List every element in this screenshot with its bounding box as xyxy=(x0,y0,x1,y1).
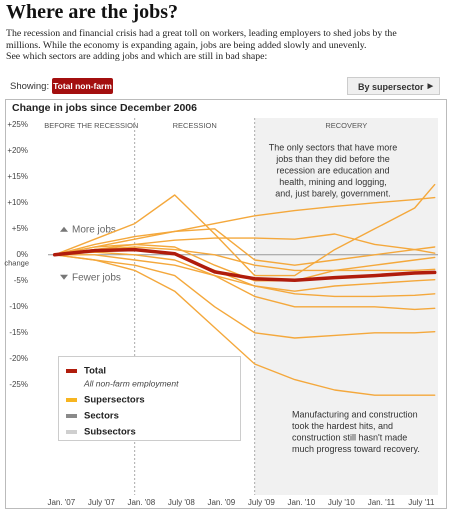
x-tick-label: July '07 xyxy=(88,498,115,507)
x-tick-label: Jan. '10 xyxy=(287,498,315,507)
y-tick-label: +15% xyxy=(7,172,28,181)
annotation: recession are education and xyxy=(276,165,389,175)
annotation: Manufacturing and construction xyxy=(292,409,418,419)
series-line xyxy=(54,196,436,256)
legend-box xyxy=(58,356,241,441)
series-line xyxy=(54,228,436,266)
series-line xyxy=(54,233,436,256)
selected-button[interactable]: Total non-farm xyxy=(52,78,113,94)
arrow-icon: ▶ xyxy=(427,83,433,90)
series-line xyxy=(54,254,436,396)
view-label: By supersector xyxy=(358,82,424,92)
annotation: took the hardest hits, and xyxy=(292,421,393,431)
x-tick-label: Jan. '08 xyxy=(127,498,155,507)
intro-line: See which sectors are adding jobs and wh… xyxy=(6,51,268,62)
annotation: much progress toward recovery. xyxy=(292,444,420,454)
down-arrow-icon xyxy=(60,274,68,280)
y-tick-label: +20% xyxy=(7,146,28,155)
y-tick-label: -20% xyxy=(9,354,28,363)
annotation: Fewer jobs xyxy=(72,272,121,283)
page-title: Where are the jobs? xyxy=(6,1,179,23)
y-tick-label: +10% xyxy=(7,198,28,207)
annotation: and, just barely, government. xyxy=(275,188,390,198)
y-tick-label: -15% xyxy=(9,328,28,337)
series-line xyxy=(54,183,436,277)
chart-title: Change in jobs since December 2006 xyxy=(12,102,197,114)
x-tick-label: Jan. '11 xyxy=(368,498,396,507)
y-tick-label: -25% xyxy=(9,380,28,389)
x-tick-label: July '10 xyxy=(328,498,355,507)
showing-label: Showing: xyxy=(10,81,50,92)
region-label: RECOVERY xyxy=(325,121,367,130)
x-tick-label: Jan. '09 xyxy=(207,498,235,507)
intro-line: The recession and financial crisis had a… xyxy=(6,28,397,39)
annotation: More jobs xyxy=(72,224,116,235)
annotation: health, mining and logging, xyxy=(279,177,387,187)
x-tick-label: July '09 xyxy=(248,498,275,507)
annotation: construction still hasn't made xyxy=(292,432,407,442)
legend-label: Sectors xyxy=(84,411,119,422)
legend-note: All non-farm employment xyxy=(83,378,179,388)
region-label: RECESSION xyxy=(173,121,217,130)
series-line xyxy=(54,254,436,339)
annotation: The only sectors that have more xyxy=(269,142,398,152)
intro: The recession and financial crisis had a… xyxy=(6,28,397,63)
intro-line: millions. While the economy is expanding… xyxy=(6,39,367,51)
y-tick-label: 0% xyxy=(16,250,28,259)
y-tick-label: -5% xyxy=(14,276,28,285)
y-tick-label: +5% xyxy=(12,224,28,233)
legend-label: Subsectors xyxy=(84,427,136,438)
y-tick-label: +25% xyxy=(7,120,28,129)
series-line xyxy=(52,247,437,282)
series-line xyxy=(54,251,436,311)
legend-label: Total xyxy=(84,366,106,377)
series-line xyxy=(54,246,436,272)
up-arrow-icon xyxy=(60,226,68,232)
series-line xyxy=(54,243,436,282)
x-tick-label: July '11 xyxy=(408,498,435,507)
x-tick-label: July '08 xyxy=(168,498,195,507)
annotation: jobs than they did before the xyxy=(275,154,390,164)
region-label: BEFORE THE RECESSION xyxy=(44,121,138,130)
y-tick-label: -10% xyxy=(9,302,28,311)
legend-label: Supersectors xyxy=(84,395,145,406)
x-tick-label: Jan. '07 xyxy=(47,498,75,507)
y-axis-label: change xyxy=(4,259,29,268)
view-button[interactable]: By supersector ▶ xyxy=(347,77,440,95)
